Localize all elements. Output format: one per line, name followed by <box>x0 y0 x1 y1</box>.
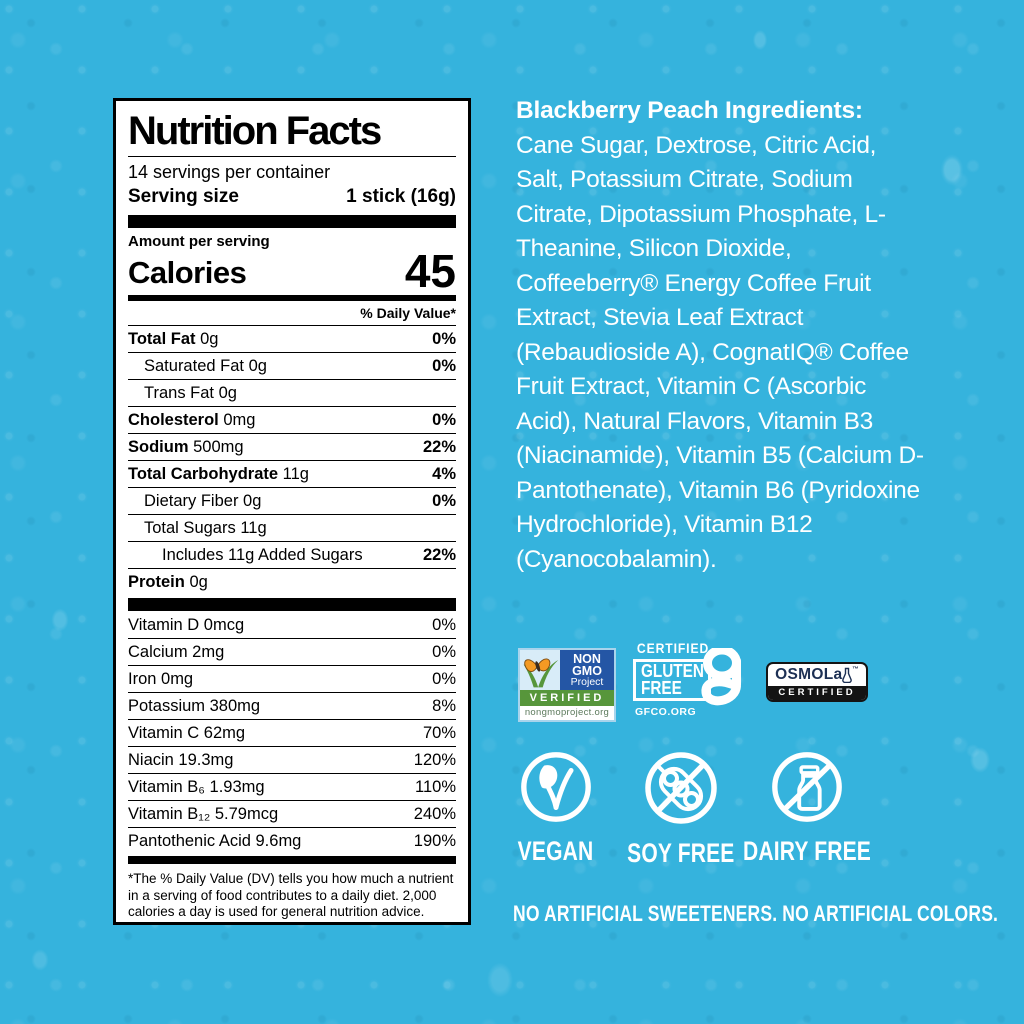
vitamin-row-vitamin-d: Vitamin D 0mcg 0% <box>128 612 456 639</box>
thick-divider-bar <box>128 598 456 611</box>
non-gmo-url: nongmoproject.org <box>520 706 614 720</box>
amount-per-serving-label: Amount per serving <box>128 233 270 250</box>
daily-value-header: % Daily Value* <box>128 301 456 326</box>
nutrient-row-total-sugars: Total Sugars 11g <box>128 515 456 542</box>
osmolab-certified-band: CERTIFIED <box>768 686 866 700</box>
gluten-free-certified-label: CERTIFIED <box>636 641 710 656</box>
nutrient-row-added-sugars: Includes 11g Added Sugars 22% <box>128 542 456 569</box>
non-gmo-project-verified-badge: NON GMO Project VERIFIED nongmoproject.o… <box>518 648 616 722</box>
nutrient-row-sodium: Sodium 500mg 22% <box>128 434 456 461</box>
nutrient-row-total-fat: Total Fat 0g 0% <box>128 326 456 353</box>
flask-icon <box>842 667 853 683</box>
vitamin-row-iron: Iron 0mg 0% <box>128 666 456 693</box>
butterfly-icon <box>520 650 560 690</box>
nutrient-row-total-carbohydrate: Total Carbohydrate 11g 4% <box>128 461 456 488</box>
no-dairy-icon <box>772 752 842 822</box>
non-gmo-verified-band: VERIFIED <box>520 690 614 706</box>
nutrient-row-protein: Protein 0g <box>128 573 208 591</box>
soy-free-callout: SOY FREE <box>627 748 735 869</box>
dairy-free-label: DAIRY FREE <box>743 836 871 866</box>
ingredients-section: Blackberry Peach Ingredients: Cane Sugar… <box>516 94 928 577</box>
vegan-callout: VEGAN <box>517 748 595 867</box>
osmolab-certified-badge: OSMO La ™ CERTIFIED <box>766 662 868 702</box>
daily-value-footnote: *The % Daily Value (DV) tells you how mu… <box>128 871 454 919</box>
dairy-free-callout: DAIRY FREE <box>743 748 871 867</box>
serving-size-row: Serving size 1 stick (16g) <box>128 184 456 209</box>
nutrient-row-trans-fat: Trans Fat 0g <box>128 380 456 407</box>
thick-divider-bar <box>128 215 456 228</box>
servings-per-container: 14 servings per container <box>128 162 331 182</box>
ingredients-text: Cane Sugar, Dextrose, Citric Acid, Salt,… <box>516 131 924 573</box>
vitamin-row-pantothenic-acid: Pantothenic Acid 9.6mg 190% <box>128 832 456 850</box>
vegan-leaf-icon <box>521 752 591 822</box>
medium-divider-bar <box>128 856 456 864</box>
nutrient-row-dietary-fiber: Dietary Fiber 0g 0% <box>128 488 456 515</box>
no-artificial-tagline: NO ARTIFICIAL SWEETENERS. NO ARTIFICIAL … <box>513 901 999 926</box>
calories-label: Calories <box>128 255 247 290</box>
calories-value: 45 <box>404 245 456 297</box>
gfco-g-icon <box>701 648 741 706</box>
ingredients-title: Blackberry Peach Ingredients: <box>516 97 863 124</box>
certified-gluten-free-badge: CERTIFIED GLUTEN FREE GFCO.ORG <box>633 641 755 723</box>
osmolab-brand: OSMO La ™ <box>775 665 859 684</box>
vitamin-row-vitamin-c: Vitamin C 62mg 70% <box>128 720 456 747</box>
divider <box>128 156 456 157</box>
no-soy-icon <box>645 752 717 824</box>
nutrition-facts-panel: Nutrition Facts 14 servings per containe… <box>113 98 471 925</box>
gfco-url: GFCO.ORG <box>635 706 697 718</box>
nutrient-row-saturated-fat: Saturated Fat 0g 0% <box>128 353 456 380</box>
calories-row: Calories 45 <box>128 245 456 297</box>
vitamin-row-potassium: Potassium 380mg 8% <box>128 693 456 720</box>
vegan-label: VEGAN <box>518 836 594 866</box>
serving-size-value: 1 stick (16g) <box>346 186 456 207</box>
nutrient-row-cholesterol: Cholesterol 0mg 0% <box>128 407 456 434</box>
vitamin-row-niacin: Niacin 19.3mg 120% <box>128 747 456 774</box>
serving-size-label: Serving size <box>128 186 239 207</box>
vitamin-row-vitamin-b6: Vitamin B₆ 1.93mg 110% <box>128 774 456 801</box>
soy-free-label: SOY FREE <box>627 838 735 868</box>
non-gmo-badge-name: NON GMO Project <box>560 650 614 690</box>
medium-divider-bar <box>128 295 456 301</box>
vitamin-row-vitamin-b12: Vitamin B₁₂ 5.79mcg 240% <box>128 801 456 828</box>
vitamin-row-calcium: Calcium 2mg 0% <box>128 639 456 666</box>
nutrition-facts-title: Nutrition Facts <box>128 109 382 153</box>
non-gmo-badge-top: NON GMO Project <box>520 650 614 690</box>
